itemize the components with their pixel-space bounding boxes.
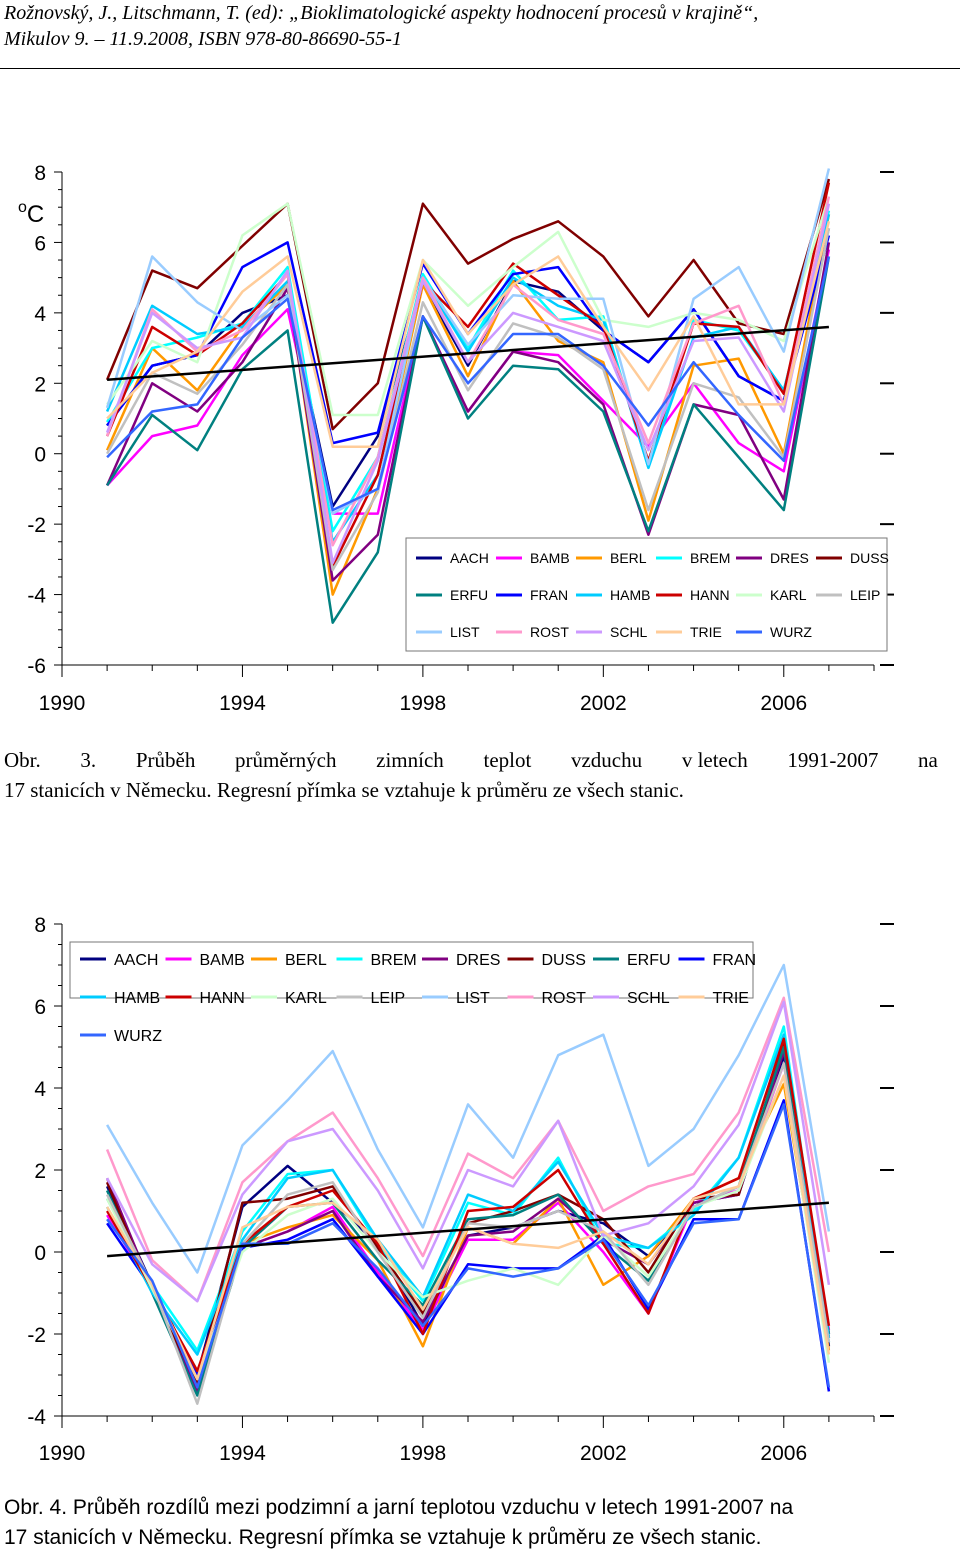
- header-rule: [0, 68, 960, 69]
- y-tick-label: 6: [34, 232, 46, 255]
- y-unit-main: C: [27, 201, 44, 228]
- x-tick-label: 1994: [219, 692, 266, 715]
- figure-3-caption-line-2: 17 stanicích v Německu. Regresní přímka …: [4, 778, 684, 802]
- y-tick-label: -4: [27, 1406, 46, 1429]
- legend-label-erfu: ERFU: [627, 952, 671, 969]
- legend-label-rost: ROST: [530, 624, 569, 640]
- legend-label-rost: ROST: [542, 990, 587, 1007]
- legend-label-leip: LEIP: [850, 587, 880, 603]
- legend-label-list: LIST: [456, 990, 490, 1007]
- legend-label-hann: HANN: [200, 990, 245, 1007]
- x-tick-label: 1998: [400, 692, 447, 715]
- regression-line: [107, 325, 829, 382]
- y-tick-label: 0: [34, 444, 46, 467]
- legend-label-erfu: ERFU: [450, 587, 488, 603]
- y-tick-label: 2: [34, 1160, 46, 1183]
- legend-label-trie: TRIE: [690, 624, 722, 640]
- regression-line: [107, 1201, 829, 1258]
- figure-3-chart: -6 -4 -2 0 2 4 6 8 1990 1994 1998 2002 2006 AACH BAMB B…: [18, 162, 894, 715]
- legend-label-dres: DRES: [456, 952, 500, 969]
- figure-3-caption-line-1: Obr. 3. Průběh průměrných zimních teplot…: [4, 748, 938, 772]
- legend-label-hamb: HAMB: [114, 990, 160, 1007]
- y-tick-label: 6: [34, 996, 46, 1019]
- y-tick-label: -2: [27, 514, 46, 537]
- legend-label-berl: BERL: [610, 550, 647, 566]
- series-line-erfu: [106, 256, 831, 624]
- series-line-trie: [106, 1074, 831, 1381]
- legend-label-karl: KARL: [285, 990, 327, 1007]
- x-tick-label: 2002: [580, 692, 627, 715]
- series-line-duss: [105, 178, 831, 431]
- legend-label-hamb: HAMB: [610, 587, 650, 603]
- x-tick-label: 1994: [219, 1442, 266, 1465]
- legend-label-duss: DUSS: [542, 952, 586, 969]
- legend-label-bamb: BAMB: [200, 952, 245, 969]
- legend-label-brem: BREM: [371, 952, 417, 969]
- legend-label-list: LIST: [450, 624, 480, 640]
- y-tick-label: -2: [27, 1324, 46, 1347]
- legend-box: [69, 941, 754, 999]
- series-line-brem: [105, 1025, 831, 1352]
- series-line-leip: [105, 1062, 831, 1405]
- series-line-schl: [105, 1000, 831, 1303]
- series-line-list: [105, 168, 831, 515]
- legend-label-bamb: BAMB: [530, 550, 570, 566]
- legend-label-wurz: WURZ: [770, 624, 812, 640]
- y-tick-label: 8: [34, 914, 46, 937]
- series-line-karl: [106, 196, 831, 417]
- legend-label-karl: KARL: [770, 587, 807, 603]
- legend-label-duss: DUSS: [850, 550, 889, 566]
- figure-4-caption-line-2: 17 stanicích v Německu. Regresní přímka …: [4, 1526, 762, 1549]
- legend-label-wurz: WURZ: [114, 1028, 162, 1045]
- header-line-1: Rožnovský, J., Litschmann, T. (ed): „Bio…: [4, 2, 759, 24]
- x-tick-label: 2006: [760, 692, 807, 715]
- running-header: Rožnovský, J., Litschmann, T. (ed): „Bio…: [4, 0, 758, 52]
- figure-4-caption: Obr. 4. Průběh rozdílů mezi podzimní a j…: [4, 1493, 938, 1553]
- legend-label-leip: LEIP: [371, 990, 406, 1007]
- series-line-schl: [105, 203, 831, 565]
- legend-box: [405, 537, 888, 652]
- x-tick-label: 1990: [39, 1442, 86, 1465]
- y-unit-label: oC: [18, 199, 44, 228]
- x-tick-label: 2002: [580, 1442, 627, 1465]
- legend-label-berl: BERL: [285, 952, 327, 969]
- x-tick-label: 1998: [400, 1442, 447, 1465]
- series-line-list: [106, 963, 831, 1274]
- y-tick-label: 2: [34, 373, 46, 396]
- series-line-wurz: [106, 256, 831, 512]
- figure-3-caption: Obr. 3. Průběh průměrných zimních teplot…: [4, 745, 938, 805]
- series-line-rost: [105, 996, 831, 1303]
- series-line-berl: [105, 214, 831, 596]
- legend-label-fran: FRAN: [713, 952, 757, 969]
- y-tick-label: 0: [34, 1242, 46, 1265]
- series-line-fran: [106, 1099, 831, 1392]
- legend-label-hann: HANN: [690, 587, 730, 603]
- legend-label-dres: DRES: [770, 550, 809, 566]
- series-line-wurz: [106, 1103, 831, 1389]
- legend-label-brem: BREM: [690, 550, 730, 566]
- series-line-hamb: [105, 213, 831, 544]
- y-tick-label: 8: [34, 162, 46, 185]
- legend-label-aach: AACH: [114, 952, 158, 969]
- series-line-trie: [106, 221, 831, 448]
- legend-label-schl: SCHL: [627, 990, 670, 1007]
- y-unit-sup: o: [18, 199, 27, 216]
- series-line-hann: [106, 1037, 831, 1373]
- x-tick-label: 2006: [760, 1442, 807, 1465]
- y-tick-label: -6: [27, 655, 46, 678]
- legend-label-aach: AACH: [450, 550, 489, 566]
- series-line-hann: [105, 182, 831, 568]
- figure-4-caption-line-1: Obr. 4. Průběh rozdílů mezi podzimní a j…: [4, 1496, 794, 1519]
- legend-label-fran: FRAN: [530, 587, 568, 603]
- legend-label-trie: TRIE: [713, 990, 749, 1007]
- legend-label-schl: SCHL: [610, 624, 648, 640]
- y-tick-label: 4: [34, 1078, 46, 1101]
- x-tick-label: 1990: [39, 692, 86, 715]
- series-line-dres: [105, 242, 831, 582]
- header-line-2: Mikulov 9. – 11.9.2008, ISBN 978-80-8669…: [4, 28, 402, 50]
- y-tick-label: -4: [27, 585, 46, 608]
- figure-4-chart: -4 -2 0 2 4 6 8 1990 1994 1998 2002 2006 AACH BAMB BER…: [27, 914, 894, 1465]
- y-tick-label: 4: [34, 303, 46, 326]
